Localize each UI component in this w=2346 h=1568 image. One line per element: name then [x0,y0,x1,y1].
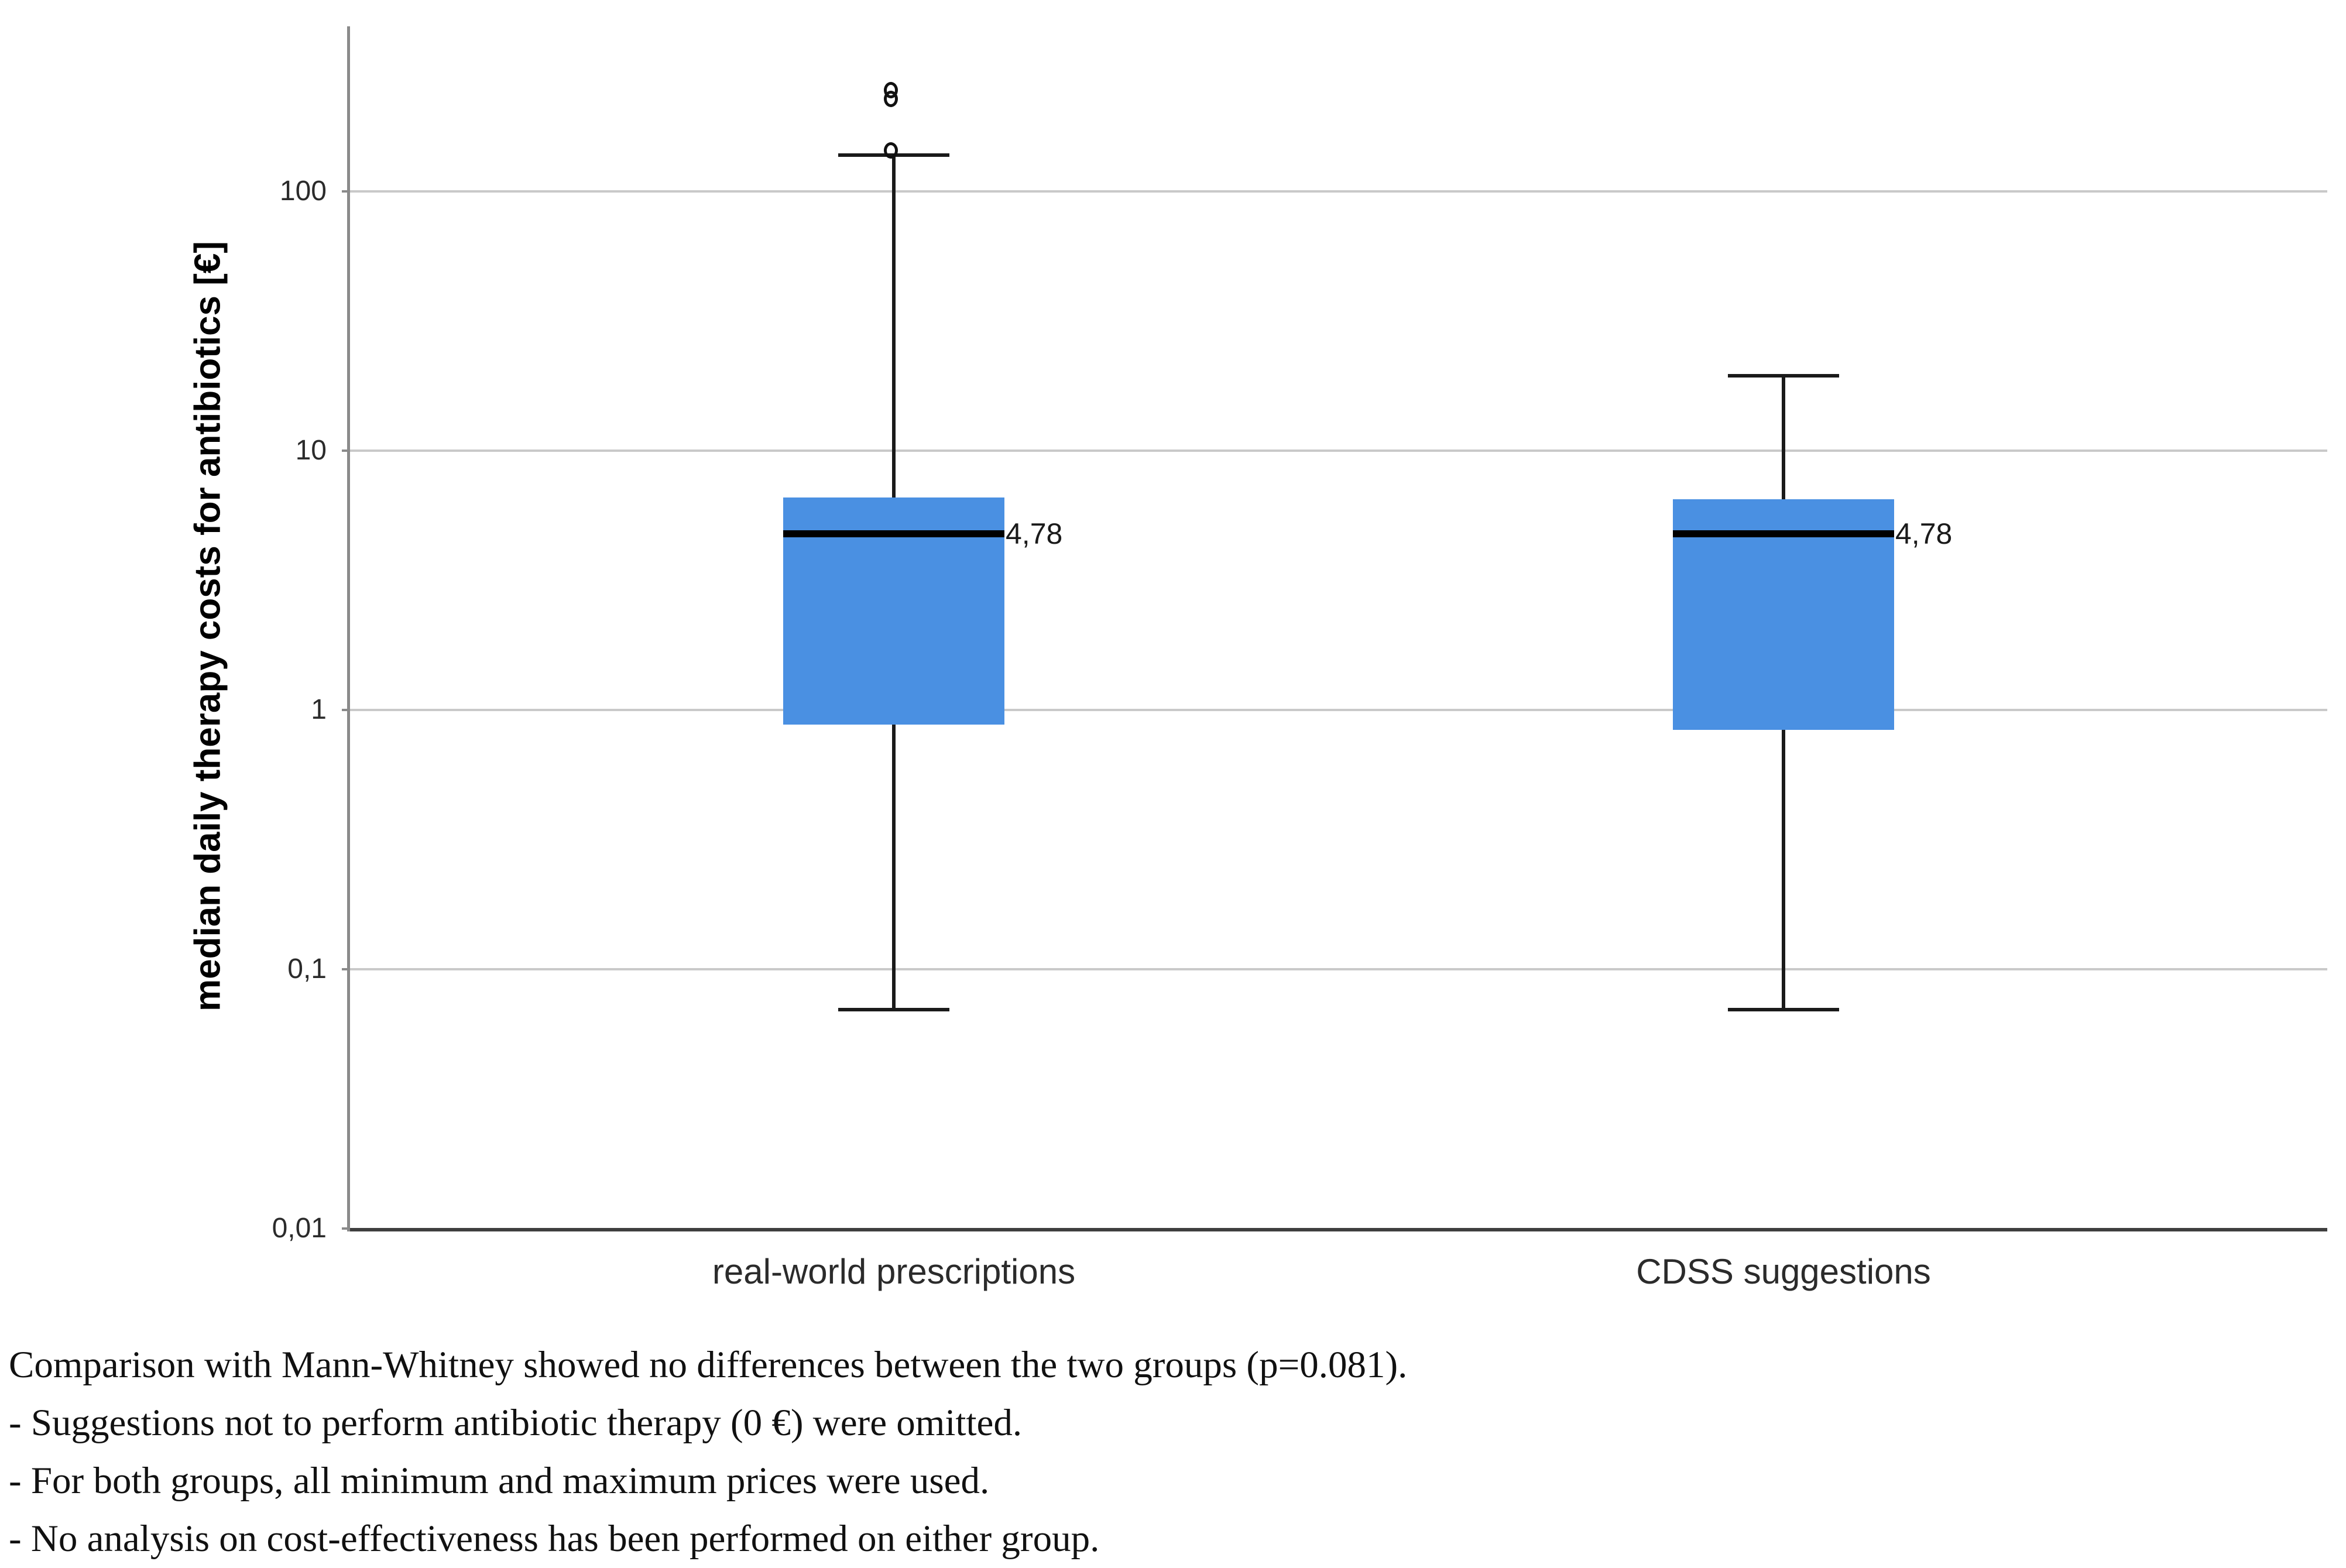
y-tick-label: 10 [295,434,327,466]
gridline [350,708,2327,711]
y-tick-mark [342,708,350,711]
y-tick-mark [342,1227,350,1230]
y-tick-label: 0,1 [287,953,327,984]
whisker-cap-low [838,1007,949,1011]
median-line [783,530,1004,537]
y-tick-label: 1 [311,694,327,725]
gridline [350,190,2327,193]
outlier-point [884,90,898,107]
y-tick-mark [342,449,350,452]
y-axis-line [347,26,350,1231]
gridline [350,967,2327,970]
y-tick-mark [342,967,350,970]
median-value-label: 4,78 [1895,517,1953,550]
gridline [350,449,2327,452]
caption-line-4: - No analysis on cost-effectiveness has … [9,1518,1100,1560]
y-tick-label: 0,01 [272,1213,327,1244]
caption-line-2: - Suggestions not to perform antibiotic … [9,1402,1023,1444]
figure-caption: Comparison with Mann-Whitney showed no d… [9,1336,2338,1568]
median-value-label: 4,78 [1006,517,1063,550]
y-tick-label: 100 [279,175,327,207]
whisker-cap-high [1728,374,1839,378]
caption-line-3: - For both groups, all minimum and maxim… [9,1460,990,1502]
x-category-label: CDSS suggestions [1636,1252,1931,1291]
whisker-cap-low [1728,1007,1839,1011]
y-tick-mark [342,190,350,193]
boxplot-chart: median daily therapy costs for antibioti… [187,26,2327,1291]
x-axis-line [350,1228,2327,1231]
x-category-label: real-world prescriptions [712,1252,1076,1291]
median-line [1673,530,1894,537]
outlier-point [884,142,898,159]
y-axis-title: median daily therapy costs for antibioti… [187,241,228,1012]
caption-line-1: Comparison with Mann-Whitney showed no d… [9,1344,1408,1386]
box [1673,499,1894,730]
